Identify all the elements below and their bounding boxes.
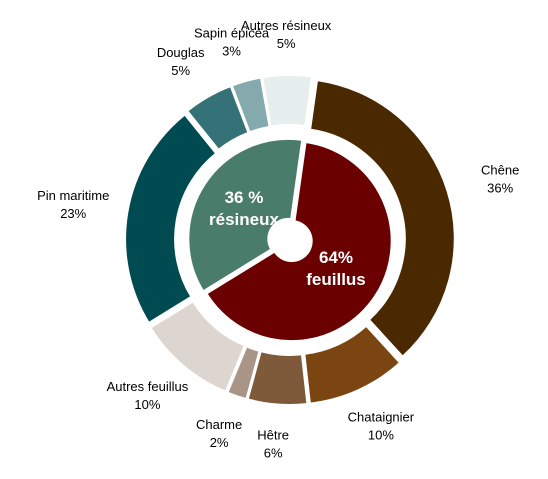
value-label: 3% xyxy=(222,43,241,58)
segment xyxy=(246,349,309,406)
category-name: Autres feuillus xyxy=(107,379,189,394)
category-name: Hêtre xyxy=(257,427,289,442)
segment-label: Chêne 36% xyxy=(481,162,519,195)
category-name: Douglas xyxy=(157,45,205,60)
value-label: 10% xyxy=(134,397,160,412)
category-name: Chataignier xyxy=(348,410,415,425)
segment xyxy=(187,137,304,293)
value-label: 5% xyxy=(277,36,296,51)
segment xyxy=(149,300,247,394)
value-label: 6% xyxy=(264,445,283,460)
category-name: Chêne xyxy=(481,162,519,177)
value-label: 10% xyxy=(368,428,394,443)
segment xyxy=(260,74,314,128)
value-label: 36 % xyxy=(225,188,264,207)
value-label: 5% xyxy=(171,63,190,78)
category-name: Autres résineux xyxy=(241,18,332,33)
segment xyxy=(124,113,218,325)
segment-label: 36 % résineux xyxy=(209,188,279,229)
segment-label: Sapin épicéa 3% xyxy=(194,25,270,58)
category-name: Charme xyxy=(196,417,242,432)
segment xyxy=(303,324,402,405)
segment-label: Charme 2% xyxy=(196,417,242,450)
segment xyxy=(226,345,261,401)
segment-label: Autres feuillus 10% xyxy=(107,379,189,412)
category-name: Sapin épicéa xyxy=(194,25,270,40)
segment-label: 64% feuillus xyxy=(306,248,366,289)
value-label: 64% xyxy=(319,248,353,267)
category-name: résineux xyxy=(209,210,279,229)
value-label: 23% xyxy=(60,206,86,221)
segment-label: Chataignier 10% xyxy=(348,410,415,443)
category-name: feuillus xyxy=(306,270,366,289)
category-name: Pin maritime xyxy=(37,188,109,203)
segment-label: Hêtre 6% xyxy=(257,427,289,460)
segment xyxy=(230,76,271,134)
segment-label: Douglas 5% xyxy=(157,45,205,78)
segment-label: Pin maritime 23% xyxy=(37,188,109,221)
segment xyxy=(185,84,250,152)
segment xyxy=(205,140,393,343)
segment-label: Autres résineux 5% xyxy=(241,18,332,51)
value-label: 36% xyxy=(487,180,513,195)
value-label: 2% xyxy=(210,435,229,450)
segment xyxy=(308,78,456,359)
